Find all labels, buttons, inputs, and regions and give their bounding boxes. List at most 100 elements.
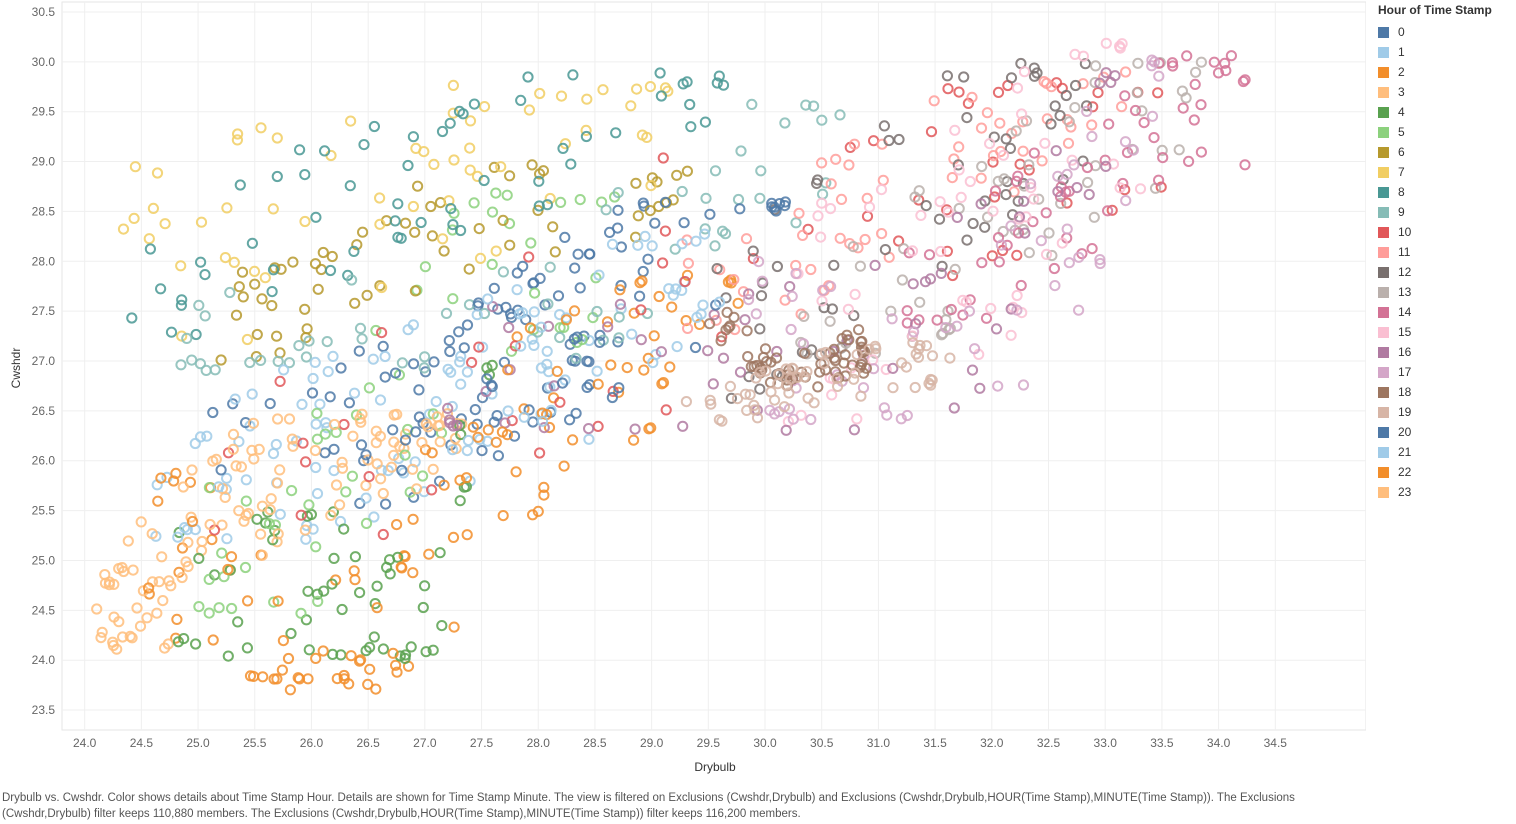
data-point (630, 177, 642, 189)
data-point (385, 461, 398, 473)
legend-item[interactable]: 14 (1378, 302, 1516, 322)
data-point (641, 131, 653, 143)
data-point (257, 671, 269, 683)
data-point (1040, 207, 1052, 219)
legend-swatch (1378, 106, 1389, 118)
data-point (638, 364, 650, 376)
data-point (741, 325, 753, 337)
y-tick-label: 25.5 (32, 504, 56, 518)
legend-item[interactable]: 10 (1378, 222, 1516, 242)
data-point (1127, 144, 1140, 156)
data-point (824, 315, 836, 327)
data-point (812, 210, 824, 222)
legend-item[interactable]: 8 (1378, 182, 1516, 202)
data-point (851, 413, 863, 425)
data-point (976, 257, 988, 269)
data-point (256, 549, 268, 561)
data-point (660, 404, 672, 416)
data-point (395, 561, 407, 573)
legend-item[interactable]: 17 (1378, 362, 1516, 382)
legend-item[interactable]: 5 (1378, 122, 1516, 142)
data-point (190, 638, 202, 650)
data-point (1049, 280, 1061, 292)
legend-swatch (1378, 386, 1389, 398)
legend-item[interactable]: 18 (1378, 382, 1516, 402)
data-point (1177, 102, 1189, 114)
data-point (670, 283, 682, 295)
data-point (744, 389, 756, 401)
data-point (407, 319, 419, 331)
data-point (924, 273, 937, 285)
legend-item[interactable]: 15 (1378, 322, 1516, 342)
series-21 (172, 228, 726, 543)
data-point (523, 104, 536, 116)
legend-swatch (1378, 46, 1389, 58)
data-point (992, 380, 1004, 392)
data-point (326, 578, 338, 590)
legend-item[interactable]: 0 (1378, 22, 1516, 42)
x-tick-label: 25.5 (243, 736, 267, 750)
data-point (580, 130, 593, 143)
data-point (590, 272, 602, 284)
legend-item[interactable]: 22 (1378, 462, 1516, 482)
legend-item[interactable]: 2 (1378, 62, 1516, 82)
data-point (311, 588, 323, 600)
data-point (440, 307, 453, 319)
data-point (233, 436, 245, 448)
data-point (987, 156, 999, 168)
data-point (349, 551, 361, 563)
data-point (297, 437, 309, 449)
data-point (242, 595, 254, 607)
legend-swatch (1378, 326, 1389, 338)
data-point (1000, 133, 1012, 145)
legend-item[interactable]: 6 (1378, 142, 1516, 162)
data-point (423, 548, 435, 560)
legend-label: 6 (1398, 145, 1405, 159)
legend-item[interactable]: 4 (1378, 102, 1516, 122)
data-point (443, 414, 456, 426)
legend-item[interactable]: 16 (1378, 342, 1516, 362)
legend-item[interactable]: 20 (1378, 422, 1516, 442)
data-point (765, 356, 777, 368)
data-point (1121, 147, 1134, 159)
data-point (798, 310, 810, 322)
data-point (384, 568, 396, 580)
data-point (196, 535, 208, 548)
legend-item[interactable]: 1 (1378, 42, 1516, 62)
data-point (265, 493, 277, 505)
data-point (410, 142, 422, 154)
legend-item[interactable]: 13 (1378, 282, 1516, 302)
x-tick-label: 29.0 (640, 736, 664, 750)
data-point (975, 172, 987, 184)
data-point (909, 191, 921, 203)
legend-item[interactable]: 9 (1378, 202, 1516, 222)
data-point (322, 366, 334, 378)
data-point (966, 364, 979, 376)
data-point (182, 536, 194, 549)
data-point (678, 217, 690, 229)
data-point (353, 345, 365, 357)
legend-item[interactable]: 12 (1378, 262, 1516, 282)
data-point (374, 280, 386, 292)
data-point (482, 293, 494, 305)
data-point (209, 364, 221, 376)
data-point (885, 305, 897, 317)
data-point (560, 314, 573, 326)
legend-item[interactable]: 7 (1378, 162, 1516, 182)
legend-item[interactable]: 19 (1378, 402, 1516, 422)
data-point (907, 337, 919, 349)
data-point (653, 290, 665, 303)
data-point (199, 310, 211, 322)
x-tick-label: 26.5 (356, 736, 380, 750)
legend-item[interactable]: 21 (1378, 442, 1516, 462)
data-point (1148, 132, 1160, 144)
data-point (300, 456, 312, 468)
legend-item[interactable]: 11 (1378, 242, 1516, 262)
data-point (632, 210, 644, 222)
data-point (699, 228, 711, 240)
data-point (387, 647, 399, 659)
data-point (1239, 159, 1251, 171)
legend-item[interactable]: 3 (1378, 82, 1516, 102)
data-point (266, 286, 278, 298)
legend-item[interactable]: 23 (1378, 482, 1516, 502)
